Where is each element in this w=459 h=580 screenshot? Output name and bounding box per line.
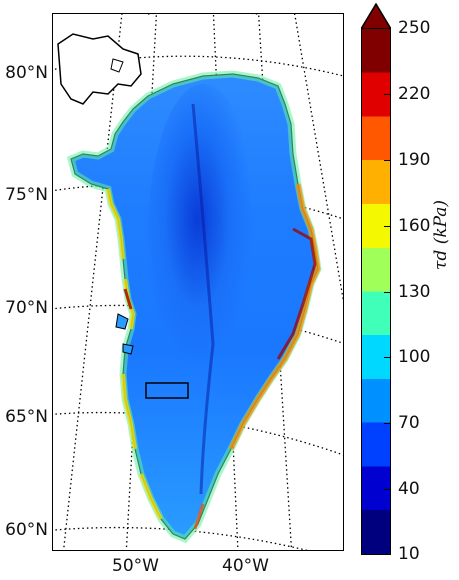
- colorbar-extend-arrow: [361, 3, 391, 30]
- colorbar-tick-40: 40: [398, 479, 420, 499]
- colorbar-tick-220: 220: [398, 84, 431, 104]
- lat-label-65n: 65°N: [5, 407, 48, 427]
- lat-label-70n: 70°N: [5, 298, 48, 318]
- ellesmere-coast: [57, 33, 142, 105]
- greenland-map: [53, 14, 343, 550]
- colorbar-tick-70: 70: [398, 413, 420, 433]
- lon-label-40w: 40°W: [222, 556, 269, 576]
- lat-label-60n: 60°N: [5, 520, 48, 540]
- lat-label-80n: 80°N: [5, 63, 48, 83]
- lat-label-75n: 75°N: [5, 185, 48, 205]
- colorbar: [361, 28, 391, 555]
- lon-label-50w: 50°W: [112, 556, 159, 576]
- map-frame: [52, 13, 344, 551]
- colorbar-tick-190: 190: [398, 150, 431, 170]
- colorbar-tick-10: 10: [398, 544, 420, 564]
- study-region-box: [145, 382, 189, 399]
- island-west: [115, 313, 129, 330]
- graticule-longitudes: [62, 14, 343, 550]
- colorbar-tick-130: 130: [398, 282, 431, 302]
- colorbar-tick-100: 100: [398, 347, 431, 367]
- colorbar-label: τd (kPa): [431, 199, 451, 270]
- colorbar-tick-160: 160: [398, 216, 431, 236]
- ice-margin-green: [66, 70, 322, 544]
- ice-margin-east: [228, 183, 321, 451]
- colorbar-tick-250: 250: [398, 18, 431, 38]
